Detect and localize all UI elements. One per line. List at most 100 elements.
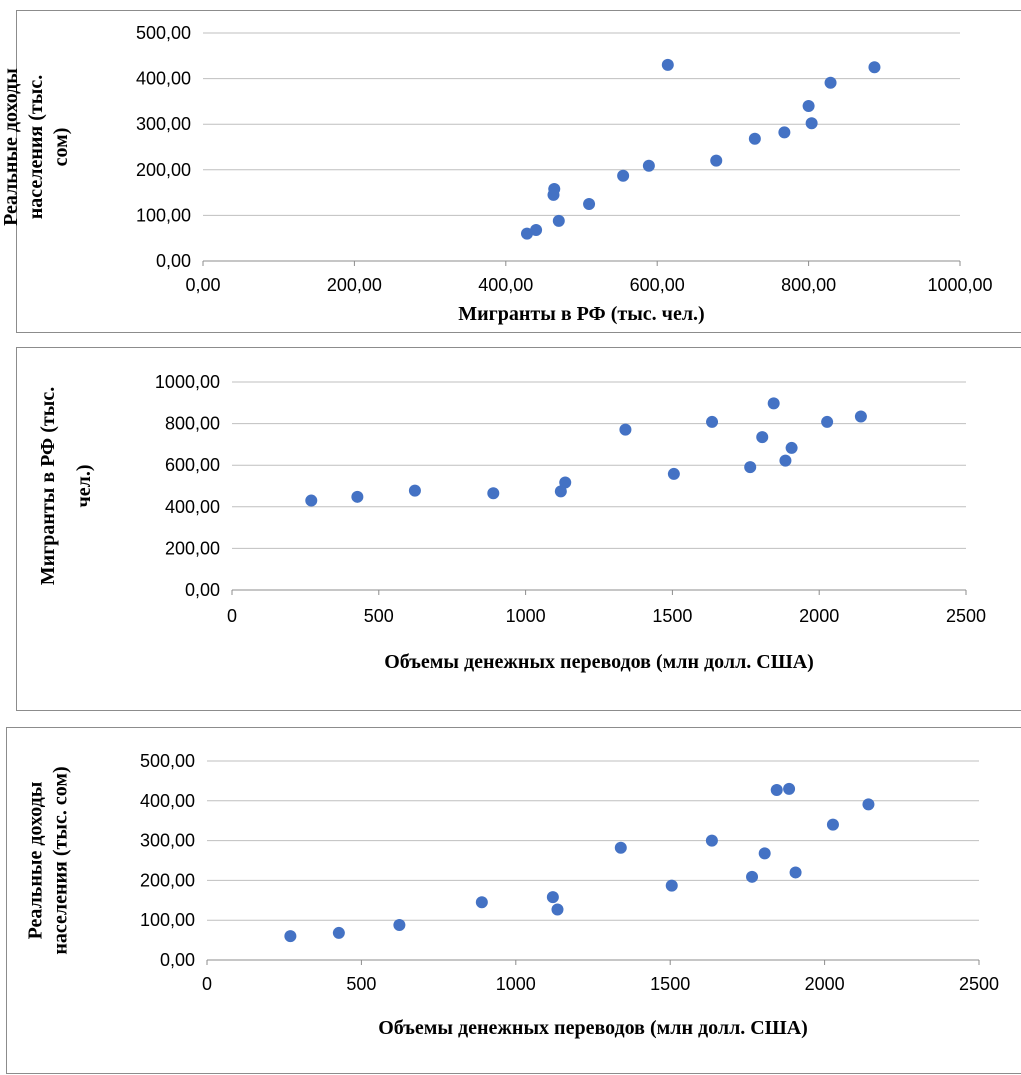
y-tick-label: 800,00 <box>165 414 220 434</box>
data-point <box>706 415 719 428</box>
data-point <box>756 431 769 444</box>
data-point <box>805 117 818 130</box>
data-point <box>617 169 630 182</box>
data-point <box>710 154 723 167</box>
data-point <box>705 834 718 847</box>
x-tick-label: 1000,00 <box>927 275 992 295</box>
data-point <box>487 487 500 500</box>
y-axis-title-line: Мигранты в РФ (тыс. <box>37 387 59 585</box>
x-axis-title: Объемы денежных переводов (млн долл. США… <box>384 651 814 673</box>
y-tick-label: 0,00 <box>160 950 195 970</box>
data-point <box>554 485 567 498</box>
data-point <box>408 484 421 497</box>
y-tick-label: 100,00 <box>136 205 191 225</box>
data-point <box>351 490 364 503</box>
x-tick-label: 400,00 <box>478 275 533 295</box>
y-tick-label: 300,00 <box>140 831 195 851</box>
x-tick-label: 1000 <box>496 974 536 994</box>
data-point <box>548 182 561 195</box>
data-point <box>530 223 543 236</box>
data-point <box>785 441 798 454</box>
y-axis-title-line: Реальные доходы <box>25 781 47 939</box>
data-point <box>619 423 632 436</box>
data-point <box>520 227 533 240</box>
y-tick-label: 100,00 <box>140 910 195 930</box>
data-point <box>770 784 783 797</box>
data-point <box>778 126 791 139</box>
y-axis-title: Мигранты в РФ (тыс. чел.) <box>37 387 95 585</box>
chart-1-svg: 0,00 100,00 200,00 300,00 400,00 500,00 0,00 20… <box>0 23 993 325</box>
data-point <box>862 798 875 811</box>
y-tick-label: 1000,00 <box>155 372 220 392</box>
data-point <box>854 410 867 423</box>
y-tick-label: 0,00 <box>185 580 220 600</box>
data-point <box>758 847 771 860</box>
x-tick-label: 2000 <box>799 606 839 626</box>
data-point <box>821 415 834 428</box>
chart-3-svg: 0,00 100,00 200,00 300,00 400,00 500,00 0 500 10… <box>25 751 1000 1039</box>
data-point <box>826 818 839 831</box>
x-axis-title: Объемы денежных переводов (млн долл. США… <box>378 1017 808 1039</box>
y-tick-label: 400,00 <box>136 69 191 89</box>
x-tick-label: 800,00 <box>781 275 836 295</box>
y-axis-title-line: населения (тыс. сом) <box>50 766 72 954</box>
data-point <box>305 494 318 507</box>
y-axis-title-line: Реальные доходы <box>0 68 22 226</box>
data-point <box>746 870 759 883</box>
x-tick-label: 500 <box>364 606 394 626</box>
data-point <box>614 841 627 854</box>
y-axis-title-line: сом) <box>50 128 72 167</box>
data-point <box>583 198 596 210</box>
data-point <box>559 476 572 489</box>
y-tick-label: 200,00 <box>136 160 191 180</box>
data-point <box>475 896 488 909</box>
x-tick-label: 2000 <box>805 974 845 994</box>
x-tick-label: 1500 <box>652 606 692 626</box>
data-point <box>661 58 674 71</box>
data-point <box>802 99 815 112</box>
data-point <box>667 467 680 480</box>
x-tick-label: 1500 <box>650 974 690 994</box>
y-tick-label: 600,00 <box>165 455 220 475</box>
y-tick-label: 200,00 <box>140 870 195 890</box>
x-axis-title: Мигранты в РФ (тыс. чел.) <box>458 303 704 325</box>
data-point <box>332 926 345 939</box>
x-tick-label: 200,00 <box>327 275 382 295</box>
data-point <box>552 214 565 227</box>
data-point <box>748 132 761 145</box>
data-point <box>546 891 559 904</box>
chart-2-svg: 0,00 200,00 400,00 600,00 800,00 1000,00 0 500 1… <box>37 372 986 673</box>
y-tick-label: 300,00 <box>136 114 191 134</box>
data-point <box>868 61 881 74</box>
data-point <box>824 76 837 89</box>
y-axis-title: Реальные доходы населения (тыс. сом) <box>25 766 72 954</box>
x-tick-label: 600,00 <box>630 275 685 295</box>
y-tick-label: 500,00 <box>140 751 195 771</box>
x-tick-label: 2500 <box>946 606 986 626</box>
y-tick-label: 0,00 <box>156 251 191 271</box>
y-tick-label: 500,00 <box>136 23 191 43</box>
y-tick-label: 200,00 <box>165 538 220 558</box>
data-point <box>767 397 780 410</box>
chart-panel-3: 0,00 100,00 200,00 300,00 400,00 500,00 0 500 10… <box>6 727 1021 1074</box>
chart-panel-2: 0,00 200,00 400,00 600,00 800,00 1000,00 0 500 1… <box>16 347 1021 711</box>
x-tick-label: 1000 <box>506 606 546 626</box>
x-tick-label: 500 <box>346 974 376 994</box>
data-point <box>393 918 406 931</box>
x-tick-label: 0 <box>202 974 212 994</box>
data-point <box>642 159 655 172</box>
y-axis-title: Реальные доходы населения (тыс. сом) <box>0 68 72 226</box>
data-point <box>779 454 792 467</box>
chart-panel-1: 0,00 100,00 200,00 300,00 400,00 500,00 0,00 20… <box>0 10 1021 333</box>
y-tick-label: 400,00 <box>165 497 220 517</box>
x-tick-label: 0,00 <box>185 275 220 295</box>
y-tick-label: 400,00 <box>140 791 195 811</box>
data-point <box>744 461 757 474</box>
x-tick-label: 2500 <box>959 974 999 994</box>
x-tick-label: 0 <box>227 606 237 626</box>
y-axis-title-line: чел.) <box>73 464 95 507</box>
data-point <box>551 903 564 916</box>
y-axis-title-line: населения (тыс. <box>25 75 47 219</box>
data-point <box>665 879 678 892</box>
data-point <box>783 782 796 795</box>
